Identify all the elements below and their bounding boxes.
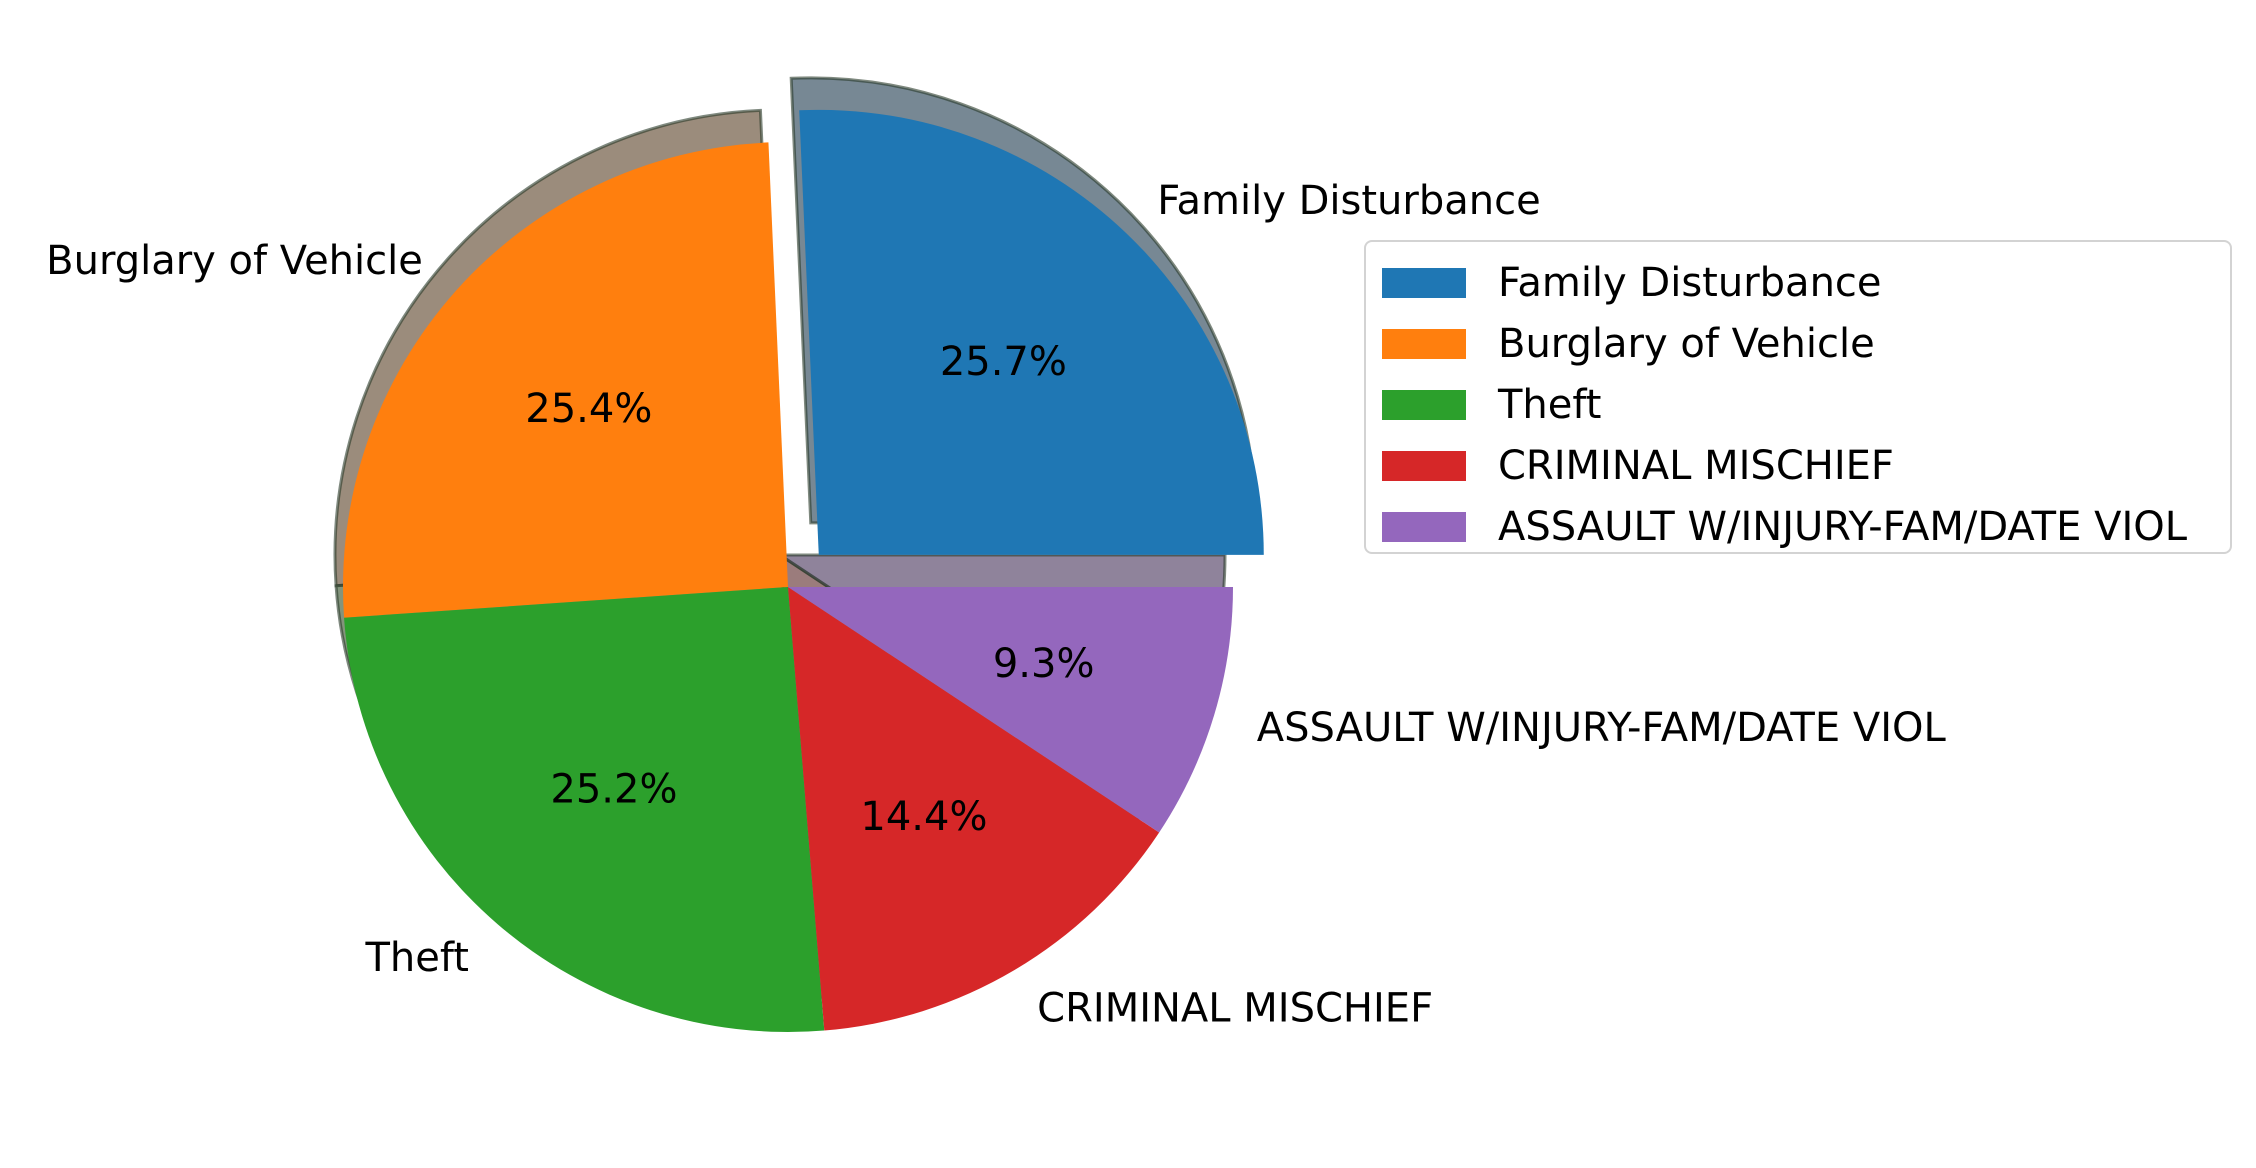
legend-swatch (1382, 267, 1466, 298)
slice-theft (344, 587, 825, 1032)
category-label-family-disturbance: Family Disturbance (1157, 178, 1541, 224)
pie-slices (342, 109, 1264, 1032)
category-label-criminal-mischief: CRIMINAL MISCHIEF (1037, 985, 1433, 1031)
slice-assault-w-injury-fam-date-viol (788, 587, 1233, 833)
legend-swatch (1382, 328, 1466, 359)
legend-label: Theft (1498, 381, 1602, 428)
legend-swatch (1382, 450, 1466, 481)
legend-item-burglary-of-vehicle: Burglary of Vehicle (1382, 313, 2214, 374)
legend-swatch (1382, 511, 1466, 542)
category-label-burglary-of-vehicle: Burglary of Vehicle (46, 238, 423, 284)
legend-item-theft: Theft (1382, 374, 2214, 435)
pie-labels: 25.7% Family Disturbance 25.4% Burglary of … (46, 178, 1946, 1031)
category-label-assault-w-injury-fam-date-viol: ASSAULT W/INJURY-FAM/DATE VIOL (1257, 705, 1947, 751)
legend-label: Family Disturbance (1498, 259, 1882, 306)
legend-item-assault: ASSAULT W/INJURY-FAM/DATE VIOL (1382, 496, 2214, 557)
slice-criminal-mischief (788, 587, 1160, 1031)
pct-label-burglary-of-vehicle: 25.4% (525, 386, 652, 432)
slice-burglary-of-vehicle (342, 142, 788, 618)
legend-item-criminal-mischief: CRIMINAL MISCHIEF (1382, 435, 2214, 496)
legend-label: ASSAULT W/INJURY-FAM/DATE VIOL (1498, 503, 2188, 550)
pct-label-assault-w-injury-fam-date-viol: 9.3% (993, 641, 1095, 687)
legend: Family Disturbance Burglary of Vehicle T… (1364, 240, 2232, 554)
pct-label-theft: 25.2% (550, 766, 677, 812)
pct-label-family-disturbance: 25.7% (940, 339, 1067, 385)
pct-label-criminal-mischief: 14.4% (860, 794, 987, 840)
category-label-theft: Theft (364, 935, 468, 981)
legend-swatch (1382, 389, 1466, 420)
legend-label: Burglary of Vehicle (1498, 320, 1875, 367)
legend-label: CRIMINAL MISCHIEF (1498, 442, 1894, 489)
legend-item-family-disturbance: Family Disturbance (1382, 252, 2214, 313)
slice-family-disturbance (799, 109, 1264, 555)
